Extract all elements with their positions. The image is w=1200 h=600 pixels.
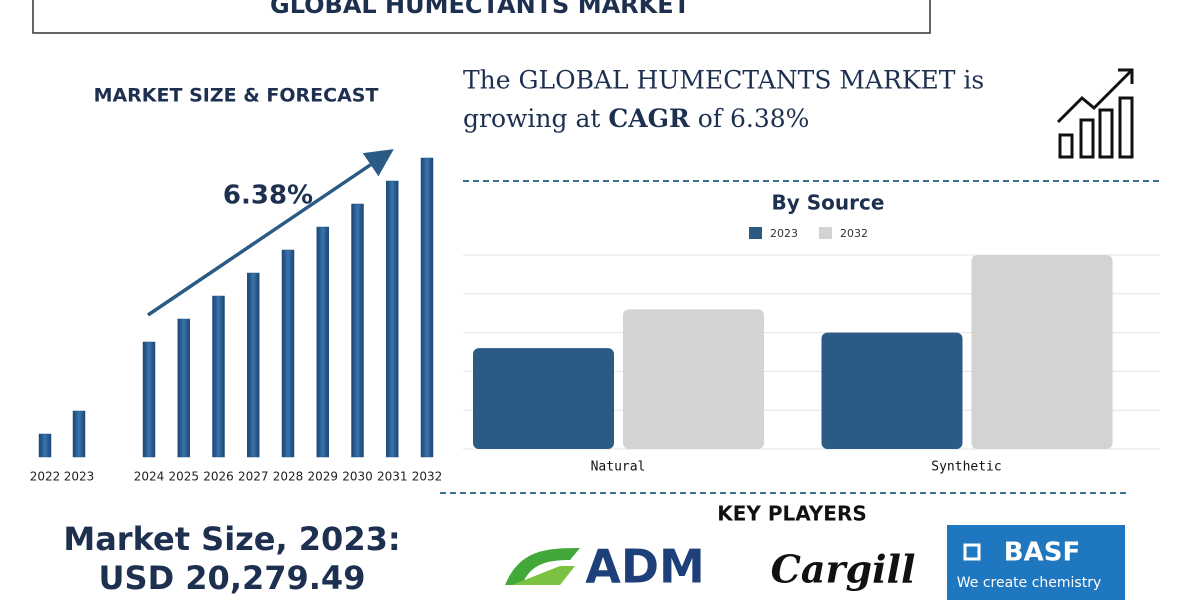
x-tick-label: 2027 [238, 470, 269, 484]
bar [386, 180, 399, 458]
legend-label: 2032 [840, 227, 868, 240]
growth-icon [1056, 68, 1134, 159]
bar [142, 341, 156, 458]
bar [316, 226, 329, 458]
x-tick-label: 2026 [203, 470, 234, 484]
basf-tagline: We create chemistry [957, 575, 1102, 591]
legend-swatch [819, 227, 832, 239]
bar [281, 249, 295, 458]
bar [473, 348, 614, 449]
bar [38, 433, 52, 458]
x-tick-label: 2025 [168, 470, 199, 484]
bar [247, 272, 260, 458]
key-players-title: KEY PLAYERS [717, 502, 867, 526]
basf-logo: BASF [1004, 538, 1080, 568]
chart-title: By Source [772, 191, 885, 215]
bar [420, 157, 434, 458]
headline: growing at CAGR of 6.38% [463, 104, 809, 133]
x-tick-label: 2030 [342, 470, 373, 484]
x-tick-label: Natural [591, 460, 646, 475]
bar [351, 203, 364, 458]
x-tick-label: 2031 [377, 470, 408, 484]
headline: growing at [463, 104, 600, 133]
x-tick-label: Synthetic [931, 460, 1001, 475]
title-box [32, 0, 931, 34]
adm-leaf [512, 566, 575, 585]
basf-box [947, 525, 1125, 600]
bar [821, 332, 963, 449]
adm-logo: ADM [585, 540, 705, 594]
headline-bold: CAGR [608, 104, 690, 133]
x-tick-label: 2029 [307, 470, 338, 484]
page-title: GLOBAL HUMECTANTS MARKET [270, 0, 691, 19]
legend-label: 2023 [770, 227, 798, 240]
x-tick-label: 2032 [412, 470, 443, 484]
headline: The GLOBAL HUMECTANTS MARKET is [463, 66, 984, 95]
cargill-logo: Cargill [771, 547, 916, 592]
bar [177, 318, 190, 458]
x-tick-label: 2023 [64, 470, 95, 484]
bar [212, 295, 225, 458]
x-tick-label: 2028 [273, 470, 304, 484]
headline: of 6.38% [698, 104, 810, 133]
adm-leaf [505, 548, 580, 585]
x-tick-label: 2024 [134, 470, 165, 484]
legend-swatch [749, 227, 762, 239]
x-tick-label: 2022 [30, 470, 61, 484]
bar [623, 309, 764, 449]
bar [971, 255, 1113, 449]
bar [72, 410, 86, 458]
market-size-label: Market Size, 2023: [63, 520, 400, 558]
market-size-value: USD 20,279.49 [99, 559, 366, 597]
growth-arrow [147, 149, 394, 317]
chart-title: MARKET SIZE & FORECAST [94, 85, 379, 107]
annotation: 6.38% [223, 181, 313, 211]
basf-mark [963, 543, 981, 561]
